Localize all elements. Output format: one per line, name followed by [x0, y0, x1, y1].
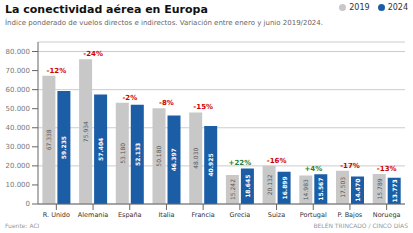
svg-text:-13%: -13%: [377, 165, 397, 173]
svg-text:59.235: 59.235: [60, 136, 67, 159]
html-text:La conectividad aérea en Europ: La conectividad aérea en Europa: [5, 3, 208, 16]
html-text:BELÉN TRINCADO / CINCO DÍAS: BELÉN TRINCADO / CINCO DÍAS: [313, 222, 408, 229]
svg-text:53.180: 53.180: [119, 143, 126, 164]
svg-text:Grecia: Grecia: [229, 211, 250, 219]
svg-text:57.404: 57.404: [97, 138, 104, 161]
svg-text:70.000: 70.000: [8, 67, 30, 75]
html-text:Fuente: ACI: Fuente: ACI: [5, 222, 40, 229]
svg-text:15.242: 15.242: [229, 179, 236, 200]
svg-text:-12%: -12%: [47, 67, 67, 75]
svg-text:-15%: -15%: [193, 103, 213, 111]
html-text:Índice ponderado de vuelos dir: Índice ponderado de vuelos directos e in…: [5, 19, 323, 27]
svg-text:10.000: 10.000: [8, 181, 30, 189]
svg-text:50.000: 50.000: [8, 105, 30, 113]
svg-text:15.789: 15.789: [376, 178, 383, 199]
svg-text:14.983: 14.983: [302, 179, 309, 200]
svg-text:Noruega: Noruega: [373, 211, 401, 219]
svg-text:-8%: -8%: [159, 99, 174, 107]
svg-text:52.133: 52.133: [134, 143, 141, 166]
html-text:2024: 2024: [387, 3, 408, 12]
svg-text:50.180: 50.180: [156, 146, 163, 167]
svg-text:-16%: -16%: [267, 157, 287, 165]
svg-text:Italia: Italia: [158, 211, 174, 219]
html-text:2019: 2019: [349, 3, 370, 12]
svg-text:60.000: 60.000: [8, 86, 30, 94]
svg-text:-17%: -17%: [340, 162, 360, 170]
svg-text:20.000: 20.000: [8, 162, 30, 170]
svg-text:17.503: 17.503: [339, 177, 346, 198]
svg-text:Suiza: Suiza: [268, 211, 285, 219]
svg-text:18.645: 18.645: [244, 175, 251, 198]
svg-text:Portugal: Portugal: [300, 211, 327, 219]
svg-text:46.397: 46.397: [171, 148, 178, 171]
svg-text:Francia: Francia: [191, 211, 214, 219]
svg-text:15.567: 15.567: [317, 178, 324, 201]
svg-text:30.000: 30.000: [8, 143, 30, 151]
svg-text:P. Bajos: P. Bajos: [338, 211, 363, 219]
svg-text:75.934: 75.934: [82, 121, 89, 142]
svg-text:Alemania: Alemania: [78, 211, 108, 219]
svg-text:-24%: -24%: [83, 50, 103, 58]
svg-text:40.925: 40.925: [207, 153, 214, 176]
svg-text:67.338: 67.338: [45, 129, 52, 150]
svg-text:80.000: 80.000: [8, 48, 30, 56]
svg-text:13.773: 13.773: [391, 179, 398, 202]
svg-text:16.899: 16.899: [281, 176, 288, 199]
svg-text:20.132: 20.132: [266, 174, 273, 195]
svg-text:40.000: 40.000: [8, 124, 30, 132]
svg-text:14.470: 14.470: [354, 179, 361, 202]
svg-text:R. Unido: R. Unido: [43, 211, 70, 219]
svg-text:-2%: -2%: [122, 94, 137, 102]
svg-text:0: 0: [26, 200, 30, 208]
svg-text:España: España: [118, 211, 142, 219]
svg-text:48.030: 48.030: [192, 148, 199, 169]
svg-text:+4%: +4%: [304, 165, 322, 173]
svg-text:+22%: +22%: [229, 159, 252, 167]
